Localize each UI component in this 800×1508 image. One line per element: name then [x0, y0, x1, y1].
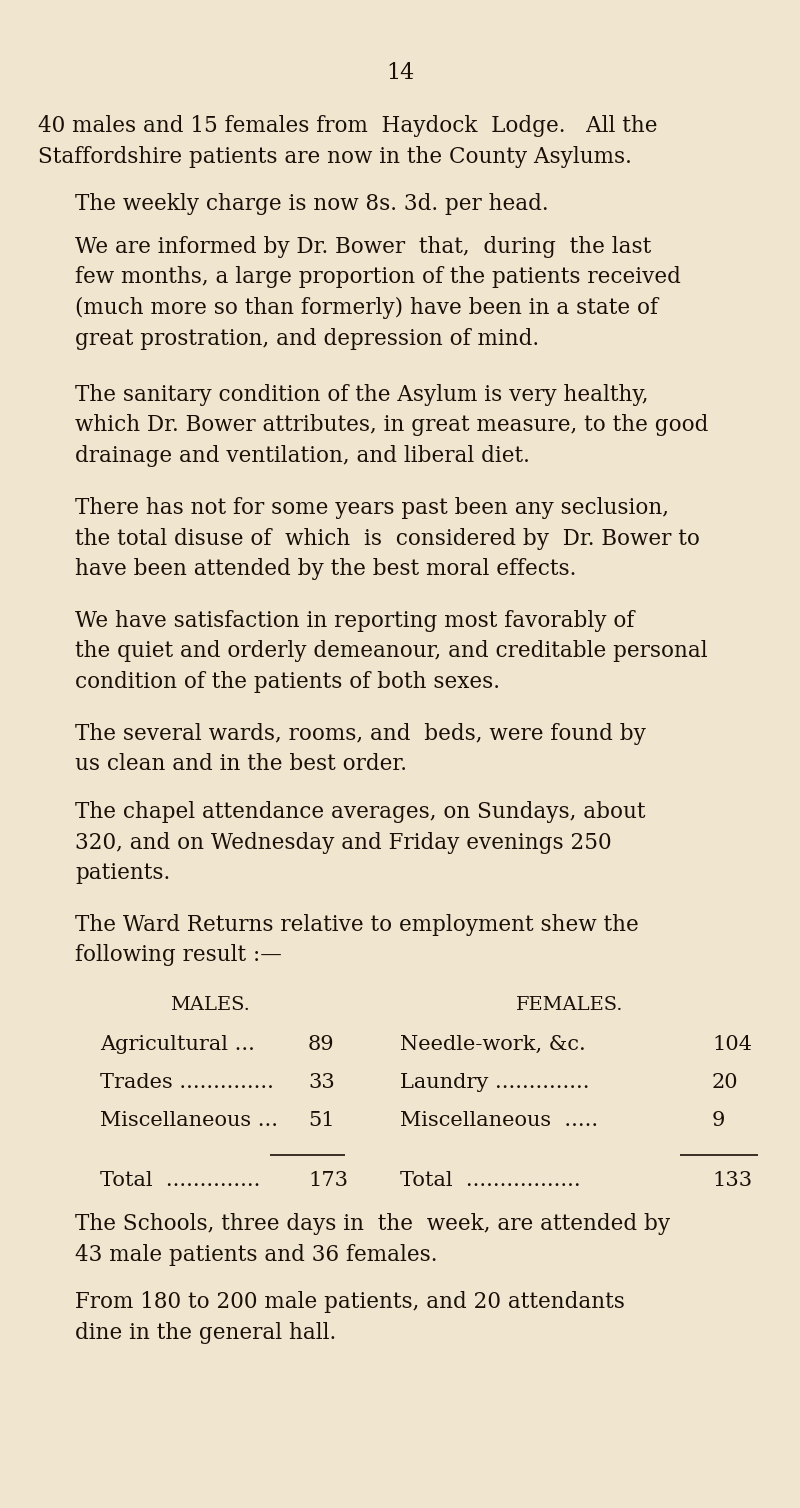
Text: There has not for some years past been any seclusion,
the total disuse of  which: There has not for some years past been a… [75, 498, 700, 581]
Text: From 180 to 200 male patients, and 20 attendants
dine in the general hall.: From 180 to 200 male patients, and 20 at… [75, 1291, 625, 1344]
Text: 133: 133 [712, 1172, 752, 1190]
Text: 9: 9 [712, 1111, 726, 1129]
Text: 104: 104 [712, 1034, 752, 1054]
Text: The sanitary condition of the Asylum is very healthy,
which Dr. Bower attributes: The sanitary condition of the Asylum is … [75, 385, 708, 467]
Text: Miscellaneous  .....: Miscellaneous ..... [400, 1111, 598, 1129]
Text: The weekly charge is now 8s. 3d. per head.: The weekly charge is now 8s. 3d. per hea… [75, 193, 549, 216]
Text: 51: 51 [308, 1111, 334, 1129]
Text: Agricultural ...: Agricultural ... [100, 1034, 255, 1054]
Text: Total  ..............: Total .............. [100, 1172, 260, 1190]
Text: Laundry ..............: Laundry .............. [400, 1074, 590, 1092]
Text: The several wards, rooms, and  beds, were found by
us clean and in the best orde: The several wards, rooms, and beds, were… [75, 722, 646, 775]
Text: FEMALES.: FEMALES. [516, 995, 624, 1013]
Text: The chapel attendance averages, on Sundays, about
320, and on Wednesday and Frid: The chapel attendance averages, on Sunda… [75, 801, 646, 884]
Text: We are informed by Dr. Bower  that,  during  the last
few months, a large propor: We are informed by Dr. Bower that, durin… [75, 235, 681, 350]
Text: MALES.: MALES. [170, 995, 250, 1013]
Text: The Schools, three days in  the  week, are attended by
43 male patients and 36 f: The Schools, three days in the week, are… [75, 1212, 670, 1265]
Text: The Ward Returns relative to employment shew the
following result :—: The Ward Returns relative to employment … [75, 914, 638, 967]
Text: 173: 173 [308, 1172, 348, 1190]
Text: 89: 89 [308, 1034, 334, 1054]
Text: Trades ..............: Trades .............. [100, 1074, 274, 1092]
Text: We have satisfaction in reporting most favorably of
the quiet and orderly demean: We have satisfaction in reporting most f… [75, 611, 708, 694]
Text: 40 males and 15 females from  Haydock  Lodge.   All the
Staffordshire patients a: 40 males and 15 females from Haydock Lod… [38, 115, 658, 167]
Text: 14: 14 [386, 62, 414, 84]
Text: 33: 33 [308, 1074, 334, 1092]
Text: Needle-work, &c.: Needle-work, &c. [400, 1034, 586, 1054]
Text: 20: 20 [712, 1074, 738, 1092]
Text: Total  .................: Total ................. [400, 1172, 581, 1190]
Text: Miscellaneous ...: Miscellaneous ... [100, 1111, 278, 1129]
